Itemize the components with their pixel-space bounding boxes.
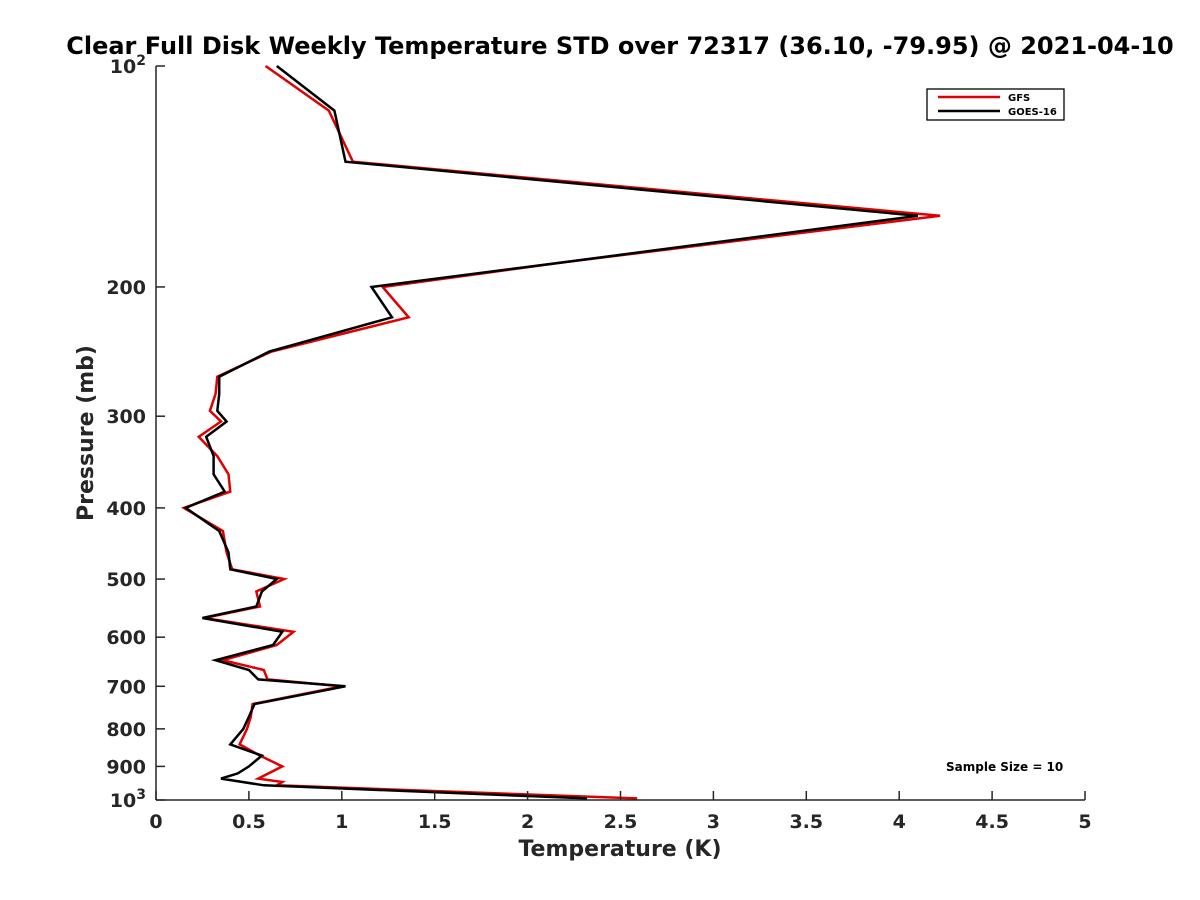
x-ticks: 0 0.5 1 1.5 2 2.5 3 3.5 4 4.5 5	[149, 791, 1092, 833]
y-ticks: 102 200 300 400 500 600 700 800 900 103	[106, 53, 165, 812]
y-tick-label: 900	[106, 756, 146, 778]
y-tick-label: 700	[106, 676, 146, 698]
y-tick-label: 200	[106, 277, 146, 299]
x-axis-label: Temperature (K)	[518, 837, 721, 862]
series-layer	[180, 64, 941, 800]
legend-box	[926, 88, 1065, 121]
legend: GFS GOES-16	[926, 88, 1065, 121]
x-tick-label: 5	[1078, 811, 1091, 833]
x-tick-label: 0	[149, 811, 162, 833]
y-tick-label: 800	[106, 719, 146, 741]
chart-title: Clear Full Disk Weekly Temperature STD o…	[66, 32, 1174, 60]
y-axis-label: Pressure (mb)	[74, 345, 99, 521]
x-tick-label: 0.5	[232, 811, 266, 833]
y-tick-label: 500	[106, 569, 146, 591]
x-tick-label: 4	[893, 811, 906, 833]
y-tick-label: 103	[110, 787, 146, 812]
series-line	[183, 65, 918, 800]
x-tick-label: 2	[521, 811, 534, 833]
y-tick-label: 300	[106, 406, 146, 428]
sample-size-annotation: Sample Size = 10	[946, 760, 1063, 774]
series-goes-16	[183, 65, 918, 800]
x-tick-label: 1.5	[418, 811, 452, 833]
legend-label-goes16: GOES-16	[1008, 107, 1057, 118]
legend-label-gfs: GFS	[1008, 93, 1030, 104]
x-tick-label: 3	[707, 811, 720, 833]
x-tick-label: 4.5	[975, 811, 1009, 833]
plot-area	[156, 66, 1085, 800]
x-tick-label: 3.5	[789, 811, 823, 833]
y-tick-label: 400	[106, 498, 146, 520]
x-tick-label: 2.5	[604, 811, 638, 833]
y-tick-label: 600	[106, 627, 146, 649]
plot-background	[156, 66, 1085, 800]
y-tick-label: 102	[110, 53, 146, 78]
x-tick-label: 1	[335, 811, 348, 833]
